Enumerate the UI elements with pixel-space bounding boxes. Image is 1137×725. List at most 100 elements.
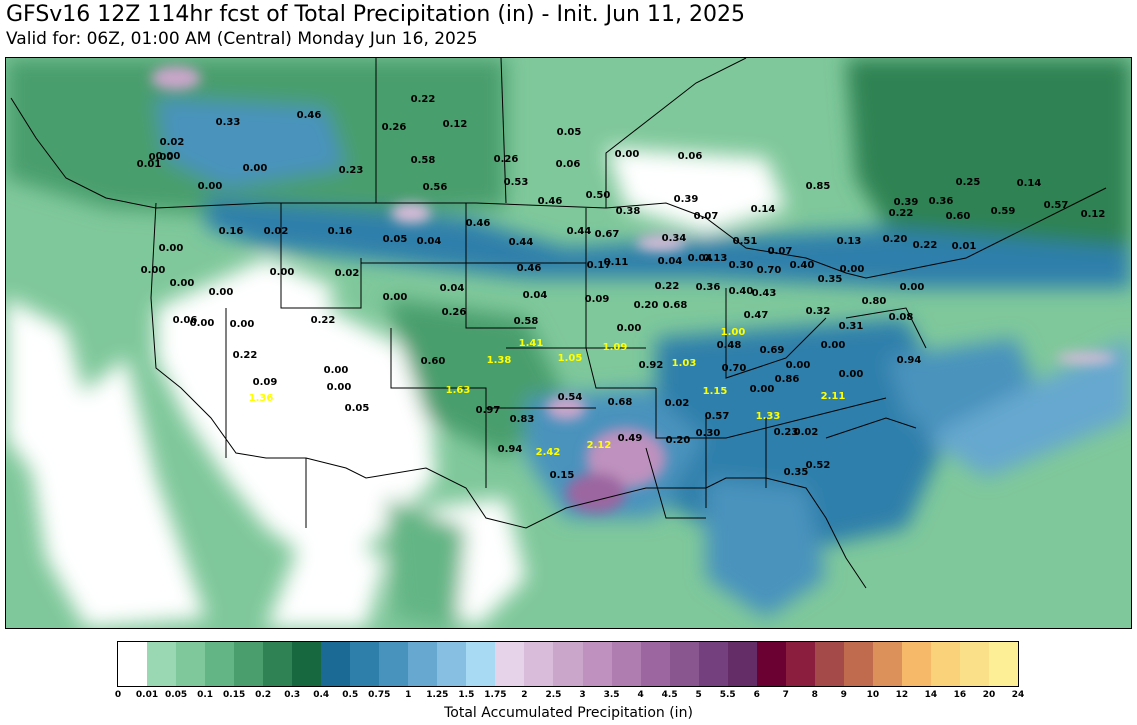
precip-value-label: 0.31 xyxy=(839,321,864,332)
precip-value-label: 0.44 xyxy=(567,226,592,237)
colorbar-swatch xyxy=(234,642,264,686)
precip-value-label: 0.08 xyxy=(889,312,914,323)
colorbar-swatch xyxy=(640,642,670,686)
precip-value-label: 0.00 xyxy=(190,318,215,329)
colorbar-swatch xyxy=(901,642,931,686)
precip-value-label: 0.00 xyxy=(383,292,408,303)
precip-value-label: 1.09 xyxy=(603,342,628,353)
precip-value-label: 0.00 xyxy=(209,287,234,298)
precip-value-label: 0.46 xyxy=(466,218,491,229)
colorbar-swatch xyxy=(205,642,235,686)
precip-value-label: 0.16 xyxy=(219,226,244,237)
colorbar-swatch xyxy=(292,642,322,686)
precip-value-label: 0.00 xyxy=(900,282,925,293)
precip-value-label: 0.30 xyxy=(696,428,721,439)
precip-value-label: 0.01 xyxy=(137,159,162,170)
precip-value-label: 1.38 xyxy=(487,355,512,366)
precip-value-label: 0.40 xyxy=(790,260,815,271)
precip-value-label: 0.56 xyxy=(423,182,448,193)
precip-value-label: 0.53 xyxy=(504,177,529,188)
precip-value-label: 0.48 xyxy=(717,340,742,351)
precip-value-label: 0.51 xyxy=(733,236,758,247)
precip-value-label: 0.22 xyxy=(913,240,938,251)
colorbar-swatch xyxy=(321,642,351,686)
precip-value-label: 0.94 xyxy=(897,355,922,366)
precip-value-label: 0.33 xyxy=(216,117,241,128)
colorbar-swatch xyxy=(437,642,467,686)
colorbar-tick-label: 0.5 xyxy=(342,690,359,700)
precip-value-label: 0.36 xyxy=(929,196,954,207)
precip-value-label: 0.09 xyxy=(585,294,610,305)
precip-value-label: 0.83 xyxy=(510,414,535,425)
precip-value-label: 0.50 xyxy=(586,190,611,201)
colorbar-swatch xyxy=(785,642,815,686)
precip-value-label: 0.35 xyxy=(818,274,843,285)
precip-value-label: 0.40 xyxy=(729,286,754,297)
precip-value-label: 0.20 xyxy=(634,300,659,311)
precip-value-label: 0.04 xyxy=(523,290,548,301)
colorbar-tick-label: 7 xyxy=(782,690,789,700)
precip-value-label: 0.00 xyxy=(230,319,255,330)
precip-value-label: 0.04 xyxy=(417,236,442,247)
colorbar-tick-label: 20 xyxy=(982,690,996,700)
colorbar-swatches xyxy=(117,641,1019,687)
colorbar-swatch xyxy=(756,642,786,686)
precip-value-label: 0.12 xyxy=(1081,209,1106,220)
precip-value-label: 0.00 xyxy=(327,382,352,393)
precip-value-label: 0.13 xyxy=(703,253,728,264)
precip-value-label: 2.42 xyxy=(536,447,561,458)
precip-value-label: 0.00 xyxy=(243,163,268,174)
precip-value-label: 0.00 xyxy=(786,360,811,371)
precip-value-label: 0.02 xyxy=(160,137,185,148)
precip-value-label: 0.57 xyxy=(705,411,730,422)
colorbar-tick-label: 10 xyxy=(866,690,880,700)
colorbar-tick-label: 5.5 xyxy=(719,690,736,700)
precip-value-label: 1.03 xyxy=(672,358,697,369)
precip-value-label: 0.00 xyxy=(615,149,640,160)
precip-value-label: 0.20 xyxy=(666,435,691,446)
colorbar-label: Total Accumulated Precipitation (in) xyxy=(444,705,693,721)
precip-value-label: 0.05 xyxy=(345,403,370,414)
colorbar-tick-label: 0.15 xyxy=(223,690,246,700)
colorbar-swatch xyxy=(698,642,728,686)
precip-value-label: 0.15 xyxy=(550,470,575,481)
map-title: GFSv16 12Z 114hr fcst of Total Precipita… xyxy=(6,2,745,27)
precip-value-label: 0.07 xyxy=(694,211,719,222)
precip-value-label: 0.68 xyxy=(663,300,688,311)
colorbar-tick-label: 5 xyxy=(695,690,702,700)
precip-value-label: 0.23 xyxy=(339,165,364,176)
precip-value-label: 0.46 xyxy=(297,110,322,121)
precip-value-label: 0.00 xyxy=(149,152,174,163)
precip-value-label: 2.11 xyxy=(821,391,846,402)
colorbar-tick-label: 0.01 xyxy=(135,690,159,700)
colorbar-tick-label: 0.4 xyxy=(313,690,330,700)
colorbar-tick-label: 1.75 xyxy=(484,690,507,700)
precip-value-label: 0.02 xyxy=(665,398,690,409)
precip-value-label: 0.04 xyxy=(440,283,465,294)
precip-value-label: 1.00 xyxy=(721,327,746,338)
precip-value-label: 0.86 xyxy=(775,374,800,385)
precip-value-label: 0.36 xyxy=(696,282,721,293)
precip-value-label: 2.12 xyxy=(587,440,612,451)
colorbar-swatch xyxy=(147,642,177,686)
colorbar-swatch xyxy=(930,642,960,686)
precip-value-label: 0.46 xyxy=(517,263,542,274)
colorbar-tick-label: 0.05 xyxy=(164,690,188,700)
colorbar-tick-label: 3 xyxy=(579,690,586,700)
precip-value-label: 0.04 xyxy=(688,253,713,264)
colorbar-tick-label: 4.5 xyxy=(661,690,678,700)
precip-value-label: 0.60 xyxy=(421,356,446,367)
colorbar-swatch xyxy=(466,642,496,686)
borders xyxy=(10,58,1107,589)
precip-value-label: 0.22 xyxy=(889,208,914,219)
precip-value-label: 0.14 xyxy=(1017,178,1042,189)
colorbar-tick-label: 12 xyxy=(895,690,909,700)
precip-value-label: 0.22 xyxy=(655,281,680,292)
colorbar-tick-label: 1 xyxy=(405,690,412,700)
colorbar-tick-label: 4 xyxy=(637,690,644,700)
precip-value-label: 0.06 xyxy=(556,159,581,170)
precip-value-label: 0.02 xyxy=(794,427,819,438)
precip-value-label: 0.70 xyxy=(757,265,782,276)
precip-value-label: 0.22 xyxy=(233,350,258,361)
colorbar-swatch xyxy=(263,642,293,686)
